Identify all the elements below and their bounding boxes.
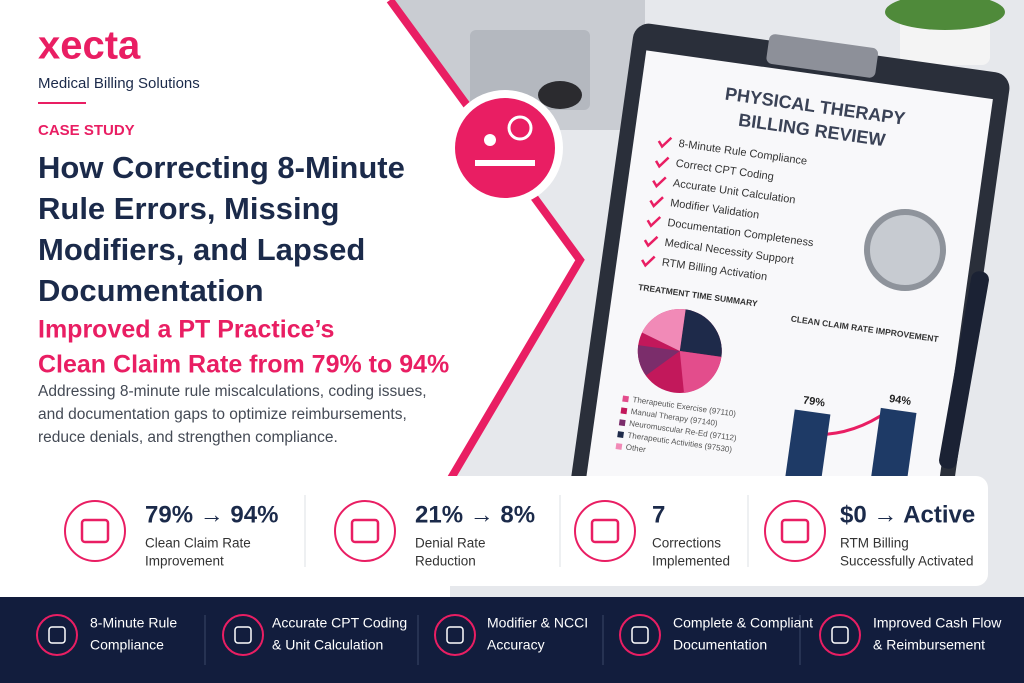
legend-swatch: [618, 419, 626, 427]
bar-value-label: 94%: [888, 393, 912, 408]
legend-swatch: [622, 395, 629, 403]
feature-label: Improved Cash Flow: [873, 615, 1002, 631]
subtitle-line: Improved a PT Practice’s: [38, 316, 334, 344]
check-mark: [646, 216, 662, 228]
feature-icon-glyph: [831, 626, 849, 644]
title-line: Documentation: [38, 273, 264, 308]
feature-label: Accuracy: [487, 637, 545, 653]
check-mark: [652, 176, 667, 189]
legend-swatch: [617, 431, 624, 438]
feature-icon-glyph: [234, 626, 252, 644]
stat-label: Corrections: [652, 536, 721, 551]
stat-label: Denial Rate: [415, 536, 486, 551]
title-line: Rule Errors, Missing: [38, 191, 339, 226]
feature-label: 8-Minute Rule: [90, 615, 177, 631]
stat-label: Successfully Activated: [840, 554, 974, 569]
bar: [869, 407, 917, 497]
check-mark: [649, 196, 664, 208]
clip: [766, 34, 879, 78]
stat-icon-glyph: [590, 518, 620, 544]
bar-value-label: 79%: [802, 395, 826, 410]
check-mark: [657, 136, 673, 149]
stat-value: 79% → 94%: [145, 501, 278, 528]
feature-label: Compliance: [90, 637, 164, 653]
check-mark: [654, 156, 670, 169]
feature-icon-glyph: [446, 626, 464, 644]
feature-icon: [222, 614, 264, 656]
therapy-icon-person: [484, 134, 496, 146]
stethoscope: [864, 209, 946, 291]
stat-value: 21% → 8%: [415, 501, 535, 528]
bar: [784, 409, 831, 485]
eyebrow: CASE STUDY: [38, 122, 135, 139]
feature-label: Documentation: [673, 637, 767, 653]
stat-label: Clean Claim Rate: [145, 536, 251, 551]
feature-icon: [619, 614, 661, 656]
stat-icon-glyph: [80, 518, 110, 544]
subtitle-line: Clean Claim Rate from 79% to 94%: [38, 351, 449, 379]
panel-edge: [386, 0, 585, 483]
stat-label: RTM Billing: [840, 536, 909, 551]
feature-label: & Unit Calculation: [272, 637, 383, 653]
tagline: Medical Billing Solutions: [38, 75, 200, 92]
stats-card: [38, 476, 988, 586]
stat-value: 7: [652, 501, 665, 528]
description-line: Addressing 8-minute rule miscalculations…: [38, 383, 427, 400]
stat-icon: [334, 500, 396, 562]
feature-icon: [434, 614, 476, 656]
pie-slice: [641, 308, 686, 352]
stat-label: Improvement: [145, 554, 224, 569]
feature-icon-glyph: [48, 626, 66, 644]
pie-slice: [637, 345, 680, 376]
feature-icon: [819, 614, 861, 656]
check-mark: [643, 235, 659, 248]
pie-slice: [679, 309, 722, 357]
feature-icon-glyph: [631, 626, 649, 644]
divider: [38, 102, 86, 104]
feature-label: Accurate CPT Coding: [272, 615, 407, 631]
legend-swatch: [615, 443, 623, 450]
footer: [0, 597, 1024, 683]
description-line: reduce denials, and strengthen complianc…: [38, 429, 338, 446]
feature-label: & Reimbursement: [873, 637, 985, 653]
stat-icon: [64, 500, 126, 562]
stat-icon: [764, 500, 826, 562]
therapy-icon: [455, 98, 555, 198]
plant: [885, 0, 1005, 30]
title-line: Modifiers, and Lapsed: [38, 232, 365, 267]
stat-label: Implemented: [652, 554, 730, 569]
feature-label: Complete & Compliant: [673, 615, 813, 631]
therapy-icon-clock: [507, 115, 533, 141]
stat-icon-glyph: [350, 518, 380, 544]
stat-icon: [574, 500, 636, 562]
stat-value: $0 → Active: [840, 501, 975, 528]
feature-label: Modifier & NCCI: [487, 615, 588, 631]
stat-icon-glyph: [780, 518, 810, 544]
pie-legend-item: Other: [625, 443, 646, 455]
feature-icon: [36, 614, 78, 656]
legend-swatch: [620, 407, 628, 415]
stat-label: Reduction: [415, 554, 476, 569]
pie-slice: [679, 351, 722, 393]
pen: [939, 271, 989, 469]
check-mark: [641, 255, 656, 268]
title-line: How Correcting 8-Minute: [38, 150, 405, 185]
description-line: and documentation gaps to optimize reimb…: [38, 406, 407, 423]
mouse: [538, 81, 582, 109]
logo: xecta: [38, 24, 141, 68]
therapy-icon-table: [475, 160, 535, 166]
